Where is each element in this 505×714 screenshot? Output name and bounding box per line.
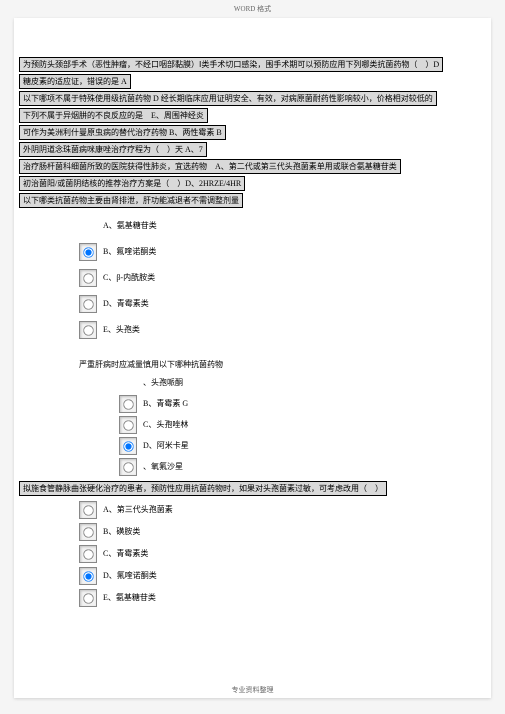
- option-label: A、氨基糖苷类: [103, 217, 157, 235]
- option-radio[interactable]: [123, 399, 133, 409]
- question-bar-5: 可作为美洲利什曼原虫病的替代治疗药物 B、两性霉素 B: [19, 125, 226, 140]
- question-bar-last: 拟施食管静脉曲张硬化治疗的患者，预防性应用抗菌药物时，如果对头孢菌素过敏，可考虑…: [19, 481, 387, 496]
- option-label: 、头孢哌酮: [143, 374, 183, 392]
- question-bar-7: 治疗肠杆菌科细菌所致的医院获得性肺炎，宜选药物 A、第二代或第三代头孢菌素单用或…: [19, 159, 401, 174]
- radio-wrap[interactable]: [119, 395, 137, 413]
- option-label: A、第三代头孢菌素: [103, 501, 173, 519]
- radio-wrap[interactable]: [79, 545, 97, 563]
- option-group-2: 、头孢哌酮 B、青霉素 G C、头孢唑林 D、阿米卡星、氧氟沙星: [119, 374, 486, 476]
- question-bar-8: 初治菌阳/或菌阴结核的推荐治疗方案是（ ）D、2HRZE/4HR: [19, 176, 245, 191]
- option-row: C、β-内酰胺类: [79, 269, 486, 287]
- question-text-2: 严重肝病时应减量慎用以下哪种抗菌药物: [79, 359, 486, 370]
- option-label: C、β-内酰胺类: [103, 269, 155, 287]
- radio-wrap[interactable]: [79, 321, 97, 339]
- option-radio[interactable]: [83, 273, 93, 283]
- radio-wrap[interactable]: [79, 523, 97, 541]
- option-group-3: A、第三代头孢菌素 B、磺胺类 C、青霉素类 D、氟喹诺酮类 E、氨基糖苷类: [79, 501, 486, 607]
- radio-wrap[interactable]: [79, 567, 97, 585]
- radio-wrap[interactable]: [79, 295, 97, 313]
- option-row: B、氟喹诺酮类: [79, 243, 486, 261]
- radio-wrap[interactable]: [79, 243, 97, 261]
- option-radio[interactable]: [83, 527, 93, 537]
- radio-wrap[interactable]: [79, 501, 97, 519]
- option-row: C、青霉素类: [79, 545, 486, 563]
- option-radio[interactable]: [83, 299, 93, 309]
- page-canvas: 为预防头颈部手术（恶性肿瘤，不经口咽部黏膜）Ⅰ类手术切口感染，围手术期可以预防应…: [14, 18, 491, 698]
- option-radio[interactable]: [123, 462, 133, 472]
- option-row: A、第三代头孢菌素: [79, 501, 486, 519]
- question-bar-6: 外阴阴道念珠菌病咪康唑治疗疗程为（ ）天 A、7: [19, 142, 207, 157]
- question-bar-4: 下列不属于异烟肼的不良反应的是 E、周围神经炎: [19, 108, 208, 123]
- radio-wrap[interactable]: [119, 458, 137, 476]
- page-header-marker: WORD 格式: [234, 4, 271, 14]
- option-radio[interactable]: [83, 325, 93, 335]
- option-label: E、头孢类: [103, 321, 140, 339]
- option-label: D、阿米卡星: [143, 437, 189, 455]
- option-radio[interactable]: [83, 593, 93, 603]
- option-row: D、青霉素类: [79, 295, 486, 313]
- option-radio[interactable]: [83, 571, 93, 581]
- option-radio[interactable]: [83, 247, 93, 257]
- question-bar-2: 糖皮素的适应证，错误的是 A: [19, 74, 131, 89]
- option-radio[interactable]: [123, 420, 133, 430]
- option-row: D、氟喹诺酮类: [79, 567, 486, 585]
- option-label: D、氟喹诺酮类: [103, 567, 157, 585]
- option-radio[interactable]: [83, 505, 93, 515]
- option-label: 、氧氟沙星: [143, 458, 183, 476]
- option-group-1: A、氨基糖苷类 B、氟喹诺酮类 C、β-内酰胺类 D、青霉素类 E、头孢类: [79, 217, 486, 339]
- option-row: B、青霉素 G: [119, 395, 486, 413]
- option-label: B、青霉素 G: [143, 395, 188, 413]
- option-row: E、氨基糖苷类: [79, 589, 486, 607]
- option-label: B、氟喹诺酮类: [103, 243, 156, 261]
- option-radio[interactable]: [123, 441, 133, 451]
- option-row: C、头孢唑林: [119, 416, 486, 434]
- radio-wrap[interactable]: [79, 269, 97, 287]
- option-row: 、头孢哌酮: [119, 374, 486, 392]
- question-bar-9: 以下哪类抗菌药物主要由肾排泄，肝功能减退者不需调整剂量: [19, 193, 243, 208]
- option-label: D、青霉素类: [103, 295, 149, 313]
- option-row: 、氧氟沙星: [119, 458, 486, 476]
- option-label: B、磺胺类: [103, 523, 140, 541]
- content-area: 为预防头颈部手术（恶性肿瘤，不经口咽部黏膜）Ⅰ类手术切口感染，围手术期可以预防应…: [14, 18, 491, 616]
- option-row: D、阿米卡星: [119, 437, 486, 455]
- option-radio[interactable]: [83, 549, 93, 559]
- radio-wrap[interactable]: [119, 437, 137, 455]
- option-label: E、氨基糖苷类: [103, 589, 156, 607]
- page-footer: 专业资料整理: [232, 685, 274, 695]
- question-bar-3: 以下哪项不属于特殊使用级抗菌药物 D 经长期临床应用证明安全、有效，对病原菌耐药…: [19, 91, 437, 106]
- option-row: A、氨基糖苷类: [79, 217, 486, 235]
- question-bar-1: 为预防头颈部手术（恶性肿瘤，不经口咽部黏膜）Ⅰ类手术切口感染，围手术期可以预防应…: [19, 57, 443, 72]
- option-row: B、磺胺类: [79, 523, 486, 541]
- radio-wrap[interactable]: [119, 416, 137, 434]
- option-row: E、头孢类: [79, 321, 486, 339]
- radio-wrap[interactable]: [79, 589, 97, 607]
- option-label: C、青霉素类: [103, 545, 148, 563]
- option-label: C、头孢唑林: [143, 416, 188, 434]
